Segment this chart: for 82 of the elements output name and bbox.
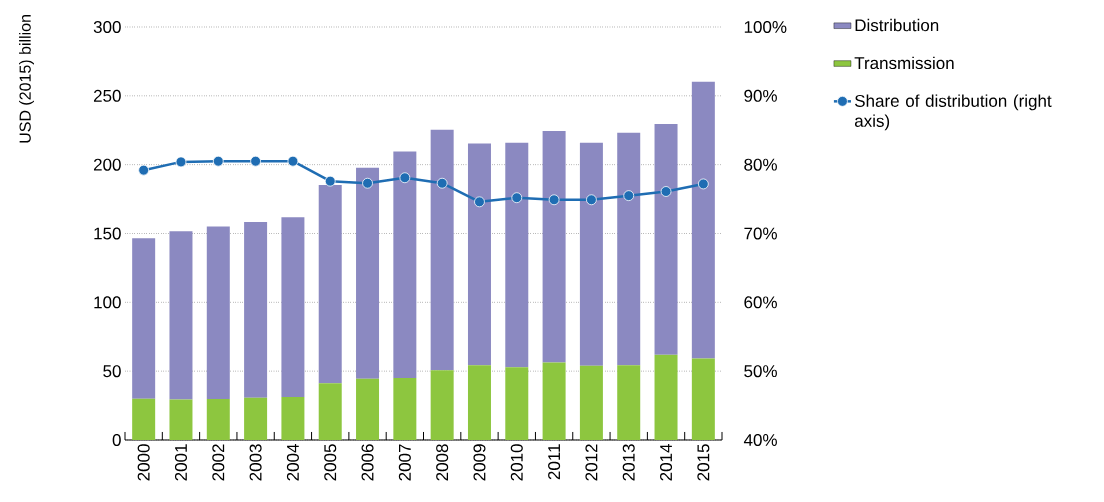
bar (654, 354, 678, 440)
point (250, 155, 261, 167)
bar (430, 129, 454, 371)
x-tick-label: 2002 (212, 444, 225, 481)
bar (206, 399, 230, 440)
point (697, 178, 709, 190)
bar (430, 370, 454, 440)
point (511, 192, 523, 204)
x-tick-label: 2015 (697, 444, 710, 481)
bar (393, 377, 417, 440)
x-tick-label: 2004 (286, 444, 299, 481)
bar (505, 142, 529, 368)
y-tick-label: 300 (93, 20, 121, 34)
legend-label: Transmission (854, 56, 954, 70)
bar (169, 399, 193, 440)
y-tick-label: 250 (93, 89, 121, 102)
bar (244, 221, 268, 398)
x-tick-label: 2003 (249, 444, 262, 481)
point (436, 177, 448, 189)
point (287, 155, 299, 167)
bar (281, 396, 305, 440)
bar (542, 131, 566, 363)
point (399, 172, 411, 184)
point (324, 175, 336, 187)
x-tick-label: 2009 (473, 444, 486, 481)
bar (654, 124, 678, 355)
bar (132, 238, 156, 399)
x-tick-label: 2008 (436, 444, 449, 481)
point (474, 196, 485, 208)
bar (318, 383, 342, 440)
bar (467, 143, 491, 366)
x-tick-label: 2001 (174, 444, 187, 481)
bar (318, 185, 342, 384)
y2-tick-label: 50% (744, 365, 777, 378)
x-tick-label: 2011 (548, 444, 561, 480)
bar (691, 358, 715, 440)
y-tick-label: 200 (93, 158, 121, 171)
y-tick-label: 50 (103, 365, 121, 378)
bar (281, 217, 305, 397)
x-tick-label: 2005 (324, 444, 337, 481)
y2-tick-label: 100% (744, 20, 787, 34)
bar (393, 151, 417, 378)
x-tick-label: 2013 (622, 444, 635, 481)
y2-tick-label: 80% (744, 158, 777, 171)
bar (505, 367, 529, 440)
y2-tick-label: 90% (744, 89, 777, 102)
point (660, 186, 672, 197)
bar (467, 365, 491, 440)
bar (617, 365, 641, 440)
y-axis-title: USD (2015) billion (19, 15, 34, 143)
bar (691, 81, 715, 359)
point (586, 194, 597, 206)
bar (579, 365, 603, 440)
bar (169, 231, 193, 400)
x-tick-label: 2006 (361, 444, 374, 481)
point (362, 177, 373, 189)
bar (542, 362, 566, 440)
y2-tick-label: 40% (743, 433, 777, 447)
x-tick-label: 2012 (585, 444, 598, 481)
y-tick-label: 150 (94, 227, 121, 240)
point (623, 190, 635, 202)
x-tick-label: 2007 (398, 444, 411, 481)
x-tick-label: 2000 (137, 444, 150, 481)
point (175, 156, 187, 168)
point (548, 194, 560, 206)
bar (617, 132, 641, 366)
y-tick-label: 100 (94, 296, 121, 309)
x-tick-label: 2014 (660, 444, 673, 481)
bar (356, 378, 380, 440)
x-tick-label: 2010 (510, 444, 523, 481)
bar (579, 142, 603, 366)
bar (244, 397, 268, 440)
bar (206, 226, 230, 400)
point (138, 164, 150, 176)
legend-label: Distribution (855, 18, 939, 32)
bar (356, 167, 380, 379)
y2-tick-label: 70% (744, 227, 777, 240)
point (212, 155, 224, 167)
y2-tick-label: 60% (744, 296, 777, 309)
y-tick-label: 0 (112, 433, 121, 447)
bar (132, 398, 156, 440)
legend-label: Share of distribution (right axis) (854, 94, 1052, 131)
